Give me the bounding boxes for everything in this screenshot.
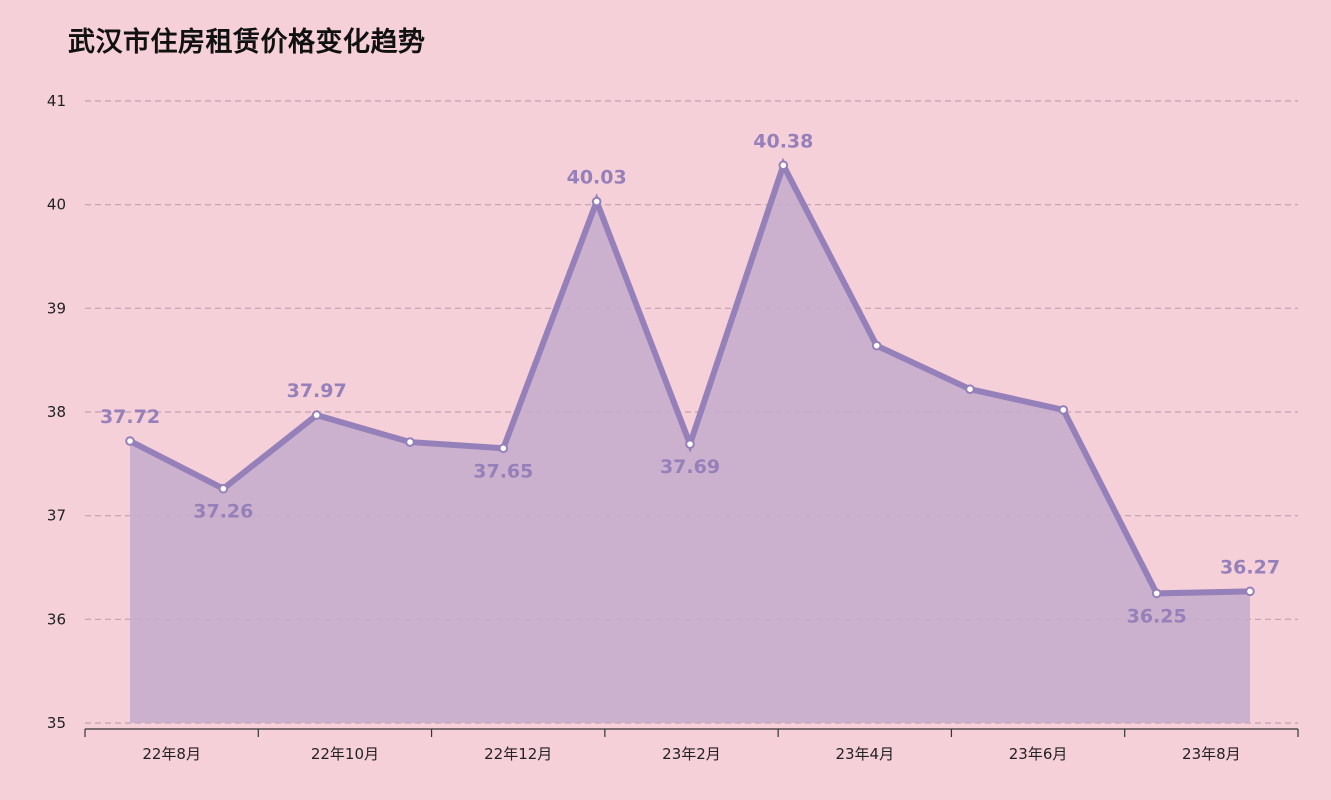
data-point-10 <box>1058 405 1069 415</box>
data-label-1: 37.26 <box>193 501 253 523</box>
data-point-5 <box>591 196 602 207</box>
data-point-6 <box>685 439 695 449</box>
y-tick-label-37: 37 <box>47 507 66 525</box>
data-point-8 <box>871 340 882 351</box>
data-label-6: 37.69 <box>660 456 720 478</box>
data-point-9 <box>965 384 975 394</box>
data-point-12 <box>1245 586 1255 597</box>
data-points <box>125 160 1255 599</box>
x-axis: 22年8月 22年10月 22年12月 23年2月 23年4月 23年6月 23年8月 <box>84 728 1299 763</box>
x-tick-label-6: 23年8月 <box>1182 745 1241 763</box>
x-tick-label-5: 23年6月 <box>1009 745 1068 763</box>
y-tick-label-41: 41 <box>47 92 66 110</box>
data-label-7: 40.38 <box>753 130 813 152</box>
y-axis: 35 36 37 38 39 40 41 <box>47 92 66 732</box>
data-label-12: 36.27 <box>1220 556 1280 578</box>
y-tick-label-38: 38 <box>47 403 66 421</box>
y-tick-label-39: 39 <box>47 299 66 317</box>
x-tick-label-4: 23年4月 <box>835 745 894 763</box>
data-label-5: 40.03 <box>567 167 627 189</box>
data-label-4: 37.65 <box>473 460 533 482</box>
chart-title: 武汉市住房租赁价格变化趋势 <box>68 27 426 58</box>
data-point-7 <box>778 160 789 171</box>
data-point-0 <box>125 436 135 446</box>
x-tick-label-3: 23年2月 <box>662 745 721 763</box>
data-point-3 <box>405 437 415 447</box>
x-tick-label-1: 22年10月 <box>311 745 379 763</box>
data-point-4 <box>498 443 509 454</box>
data-point-11 <box>1151 588 1162 599</box>
y-tick-label-36: 36 <box>47 610 66 628</box>
x-tick-label-0: 22年8月 <box>142 745 201 763</box>
data-point-2 <box>311 410 322 420</box>
y-tick-label-35: 35 <box>47 714 66 732</box>
x-tick-label-2: 22年12月 <box>484 745 552 763</box>
data-label-2: 37.97 <box>287 380 347 402</box>
data-label-11: 36.25 <box>1127 605 1187 627</box>
data-labels: 37.72 37.26 37.97 37.65 40.03 37.69 40.38 36.25… <box>100 130 1280 627</box>
data-label-0: 37.72 <box>100 406 160 428</box>
y-tick-label-40: 40 <box>47 196 66 214</box>
data-point-1 <box>218 483 229 494</box>
